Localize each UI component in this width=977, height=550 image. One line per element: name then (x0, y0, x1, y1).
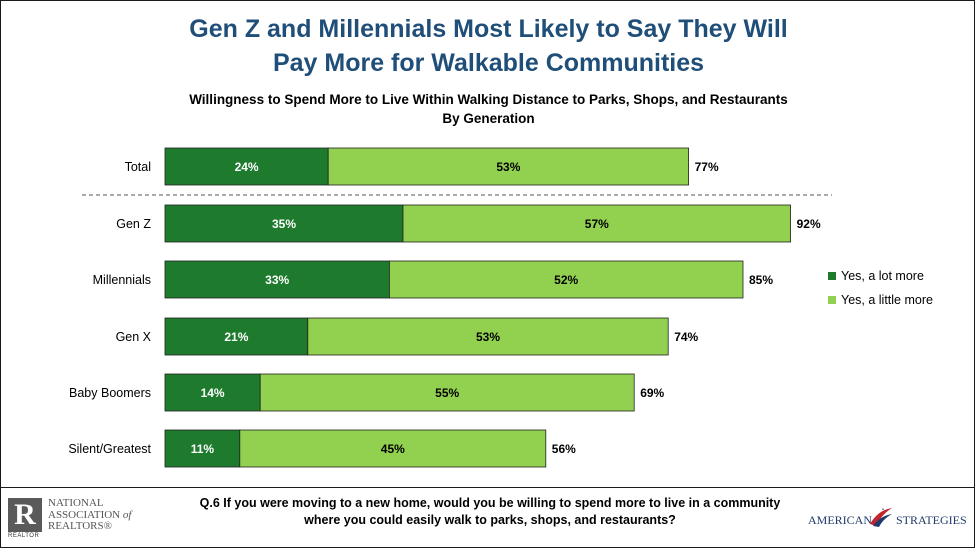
as-logo-left: AMERICAN (808, 513, 873, 527)
nar-wordmark: NATIONAL ASSOCIATION of REALTORS® (48, 497, 132, 533)
category-label-silent-greatest: Silent/Greatest (68, 442, 151, 456)
legend-swatch-little-more (828, 296, 836, 304)
bar-gen-z-series-1 (402, 204, 792, 243)
data-label-baby-boomers-series-1: 55% (435, 386, 459, 400)
legend-swatch-lot-more (828, 272, 836, 280)
total-label-gen-z: 92% (797, 217, 821, 231)
total-label-total: 77% (695, 160, 719, 174)
data-label-millennials-series-0: 33% (265, 273, 289, 287)
total-label-baby-boomers: 69% (640, 386, 664, 400)
bar-silent-greatest-series-0 (164, 429, 241, 468)
data-label-millennials-series-1: 52% (554, 273, 578, 287)
chart-title: Gen Z and Millennials Most Likely to Say… (0, 12, 977, 80)
footer: R REALTOR NATIONAL ASSOCIATION of REALTO… (0, 487, 975, 548)
total-label-silent-greatest: 56% (552, 442, 576, 456)
data-label-silent-greatest-series-0: 11% (191, 442, 215, 456)
data-label-silent-greatest-series-1: 45% (381, 442, 405, 456)
category-label-total: Total (125, 160, 151, 174)
total-label-gen-x: 74% (674, 330, 698, 344)
bar-gen-z-series-0 (164, 204, 404, 243)
data-label-gen-x-series-0: 21% (224, 330, 248, 344)
data-label-gen-x-series-1: 53% (476, 330, 500, 344)
survey-question: Q.6 If you were moving to a new home, wo… (150, 495, 830, 529)
bar-millennials-series-1 (388, 260, 744, 299)
nar-line-2: ASSOCIATION of (48, 508, 132, 522)
chart-legend: Yes, a lot more Yes, a little more (828, 264, 933, 312)
bar-baby-boomers-series-1 (259, 373, 635, 412)
data-label-total-series-0: 24% (235, 160, 259, 174)
question-line-2: where you could easily walk to parks, sh… (304, 513, 676, 527)
legend-label-little-more: Yes, a little more (841, 293, 933, 307)
bar-silent-greatest-series-1 (239, 429, 547, 468)
chart-subtitle: Willingness to Spend More to Live Within… (0, 90, 977, 128)
nar-line-3: REALTORS® (48, 520, 112, 532)
bar-total-series-1 (327, 147, 690, 186)
data-label-total-series-1: 53% (496, 160, 520, 174)
as-logo-right: STRATEGIES (896, 513, 967, 527)
legend-label-lot-more: Yes, a lot more (841, 269, 924, 283)
american-strategies-logo: AMERICAN STRATEGIES (808, 504, 968, 536)
bar-total-series-0 (164, 147, 329, 186)
category-label-baby-boomers: Baby Boomers (69, 386, 151, 400)
nar-r-mark-icon (8, 498, 42, 532)
nar-logo: R REALTOR NATIONAL ASSOCIATION of REALTO… (8, 497, 158, 542)
bar-millennials-series-0 (164, 260, 390, 299)
subtitle-line-1: Willingness to Spend More to Live Within… (189, 92, 788, 107)
category-label-millennials: Millennials (93, 273, 151, 287)
total-label-millennials: 85% (749, 273, 773, 287)
question-line-1: Q.6 If you were moving to a new home, wo… (199, 496, 781, 510)
stacked-bar-chart: Total 24% 53% 77% Gen Z 35% 57% 92% Millennials 3… (68, 147, 832, 468)
data-label-gen-z-series-1: 57% (585, 217, 609, 231)
category-label-gen-x: Gen X (116, 330, 152, 344)
nar-realtor-tag: REALTOR (8, 533, 40, 539)
nar-r-letter: R (14, 498, 36, 531)
title-line-2: Pay More for Walkable Communities (272, 49, 705, 77)
title-line-1: Gen Z and Millennials Most Likely to Say… (189, 15, 788, 43)
legend-item-lot-more: Yes, a lot more (828, 264, 933, 288)
nar-line-2-text: ASSOCIATION (48, 508, 121, 521)
subtitle-line-2: By Generation (442, 111, 535, 126)
category-label-gen-z: Gen Z (116, 217, 151, 231)
nar-line-1: NATIONAL (48, 497, 104, 509)
bar-gen-x-series-1 (307, 317, 669, 356)
data-label-baby-boomers-series-0: 14% (201, 386, 225, 400)
data-label-gen-z-series-0: 35% (272, 217, 296, 231)
nar-line-2-of: of (122, 508, 132, 521)
flag-swoosh-icon (870, 508, 892, 527)
legend-item-little-more: Yes, a little more (828, 288, 933, 312)
